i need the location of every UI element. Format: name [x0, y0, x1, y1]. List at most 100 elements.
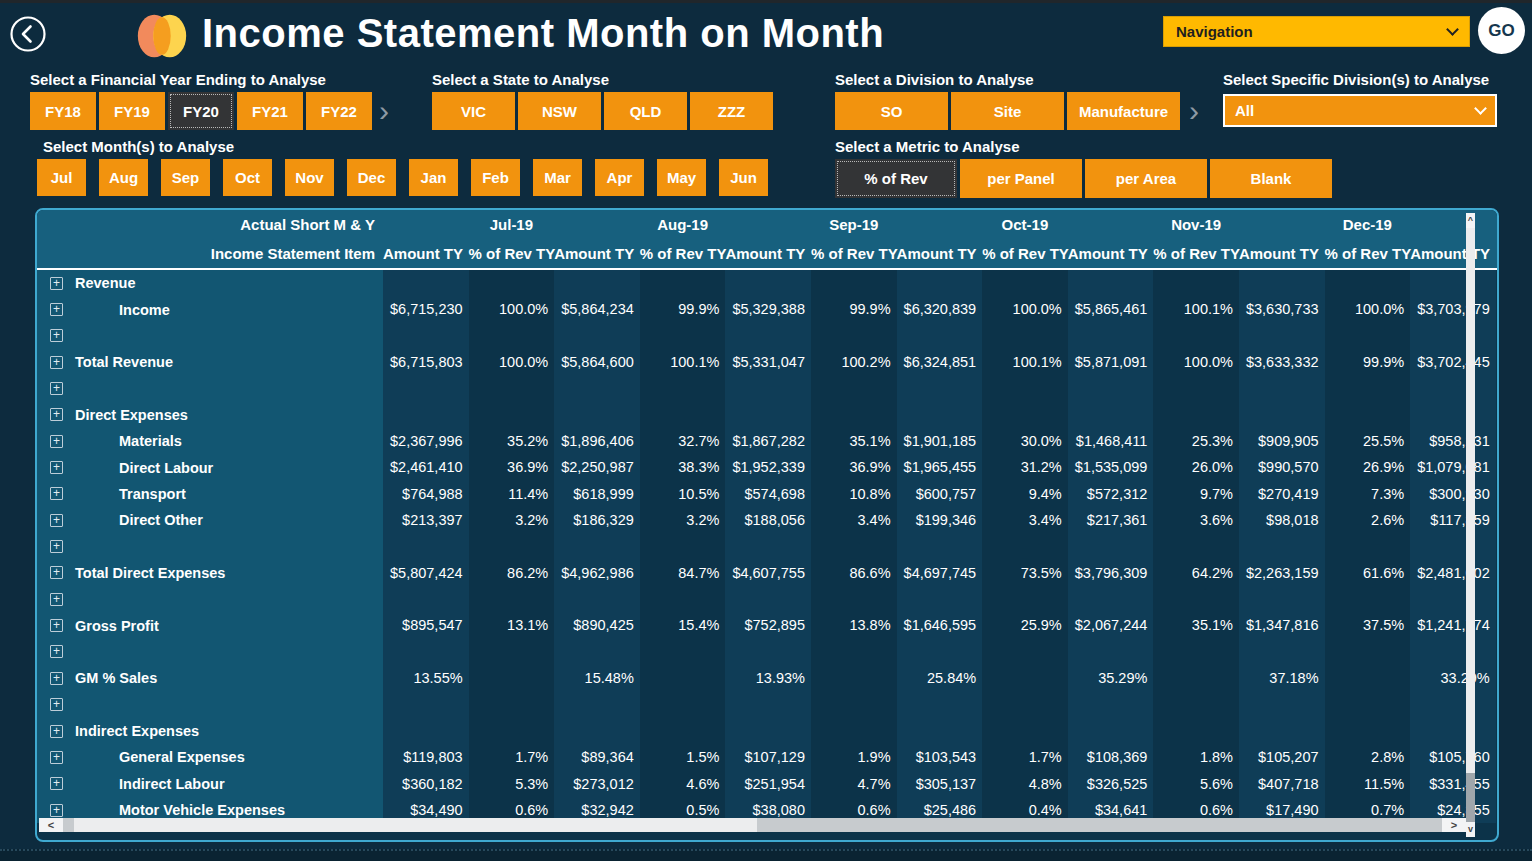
cell-amount[interactable] [383, 639, 469, 665]
cell-percent[interactable] [469, 639, 555, 665]
cell-percent[interactable]: 99.9% [1325, 349, 1411, 375]
cell-amount[interactable]: $186,329 [554, 507, 640, 533]
cell-percent[interactable]: 100.0% [1325, 296, 1411, 322]
cell-amount[interactable]: $119,803 [383, 744, 469, 770]
cell-amount[interactable] [554, 375, 640, 401]
cell-percent[interactable]: 73.5% [982, 560, 1068, 586]
cell-percent[interactable]: 3.6% [1153, 507, 1239, 533]
cell-percent[interactable] [469, 375, 555, 401]
cell-percent[interactable] [1153, 586, 1239, 612]
cell-percent[interactable]: 30.0% [982, 428, 1068, 454]
cell-amount[interactable]: $3,796,309 [1068, 560, 1154, 586]
cell-amount[interactable]: $574,698 [725, 481, 811, 507]
cell-amount[interactable] [554, 402, 640, 428]
cell-percent[interactable]: 11.5% [1325, 771, 1411, 797]
cell-amount[interactable]: $5,871,091 [1068, 349, 1154, 375]
scroll-right-icon[interactable]: > [1442, 818, 1466, 832]
state-button-qld[interactable]: QLD [604, 92, 687, 130]
row-header-cell[interactable]: +Total Direct Expenses [37, 560, 383, 586]
cell-percent[interactable]: 100.0% [469, 296, 555, 322]
cell-percent[interactable] [1325, 323, 1411, 349]
cell-amount[interactable]: 13.55% [383, 665, 469, 691]
cell-amount[interactable]: $199,346 [897, 507, 983, 533]
cell-amount[interactable] [1068, 718, 1154, 744]
cell-percent[interactable] [1325, 692, 1411, 718]
cell-percent[interactable] [1153, 665, 1239, 691]
month-button-sep[interactable]: Sep [161, 159, 210, 196]
cell-amount[interactable]: $5,807,424 [383, 560, 469, 586]
cell-amount[interactable]: $1,646,595 [897, 612, 983, 638]
cell-amount[interactable]: $1,347,816 [1239, 612, 1325, 638]
state-button-zzz[interactable]: ZZZ [690, 92, 773, 130]
cell-percent[interactable]: 7.3% [1325, 481, 1411, 507]
cell-percent[interactable]: 32.7% [640, 428, 726, 454]
vertical-scrollbar[interactable]: ^ v [1466, 213, 1475, 837]
cell-percent[interactable]: 3.2% [640, 507, 726, 533]
cell-percent[interactable] [982, 718, 1068, 744]
go-button[interactable]: GO [1478, 7, 1525, 54]
cell-amount[interactable]: $2,461,410 [383, 454, 469, 480]
cell-percent[interactable]: 100.1% [1153, 296, 1239, 322]
month-button-jan[interactable]: Jan [409, 159, 458, 196]
cell-percent[interactable] [1153, 323, 1239, 349]
row-header-cell[interactable]: + [37, 323, 383, 349]
cell-percent[interactable] [811, 402, 897, 428]
cell-percent[interactable] [640, 665, 726, 691]
cell-amount[interactable]: $2,481,002 [1410, 560, 1496, 586]
cell-percent[interactable] [469, 692, 555, 718]
cell-percent[interactable] [640, 375, 726, 401]
cell-percent[interactable]: 35.1% [811, 428, 897, 454]
cell-amount[interactable] [1239, 402, 1325, 428]
cell-percent[interactable] [811, 639, 897, 665]
row-header-cell[interactable]: +Direct Other [37, 507, 383, 533]
cell-amount[interactable] [1410, 375, 1496, 401]
expand-icon[interactable]: + [50, 725, 63, 738]
cell-amount[interactable]: $270,419 [1239, 481, 1325, 507]
fy-button-fy18[interactable]: FY18 [30, 92, 96, 130]
cell-amount[interactable]: $108,369 [1068, 744, 1154, 770]
cell-percent[interactable] [811, 586, 897, 612]
cell-amount[interactable] [1068, 375, 1154, 401]
expand-icon[interactable]: + [50, 593, 63, 606]
cell-percent[interactable]: 99.9% [811, 296, 897, 322]
cell-percent[interactable]: 11.4% [469, 481, 555, 507]
cell-amount[interactable] [897, 586, 983, 612]
cell-percent[interactable] [640, 718, 726, 744]
cell-amount[interactable]: $331,455 [1410, 771, 1496, 797]
expand-icon[interactable]: + [50, 435, 63, 448]
cell-percent[interactable] [982, 323, 1068, 349]
slicer-scroll-right-icon[interactable]: › [379, 96, 389, 126]
fy-button-fy21[interactable]: FY21 [237, 92, 303, 130]
row-header-cell[interactable]: +Revenue [37, 270, 383, 296]
cell-amount[interactable] [725, 270, 811, 296]
cell-amount[interactable]: $407,718 [1239, 771, 1325, 797]
cell-amount[interactable] [554, 270, 640, 296]
slicer-scroll-right-icon[interactable]: › [1189, 96, 1199, 126]
cell-percent[interactable]: 35.2% [469, 428, 555, 454]
cell-percent[interactable] [811, 665, 897, 691]
cell-percent[interactable] [982, 402, 1068, 428]
cell-amount[interactable] [554, 692, 640, 718]
cell-percent[interactable] [982, 639, 1068, 665]
cell-amount[interactable]: 13.93% [725, 665, 811, 691]
cell-percent[interactable] [640, 586, 726, 612]
fy-button-fy20[interactable]: FY20 [168, 92, 234, 130]
row-header-cell[interactable]: +Indirect Labour [37, 771, 383, 797]
cell-percent[interactable] [1325, 586, 1411, 612]
cell-percent[interactable] [469, 718, 555, 744]
cell-percent[interactable] [1153, 402, 1239, 428]
cell-amount[interactable] [1239, 323, 1325, 349]
cell-percent[interactable] [1325, 718, 1411, 744]
cell-amount[interactable] [554, 323, 640, 349]
cell-amount[interactable] [725, 586, 811, 612]
cell-amount[interactable] [1410, 586, 1496, 612]
scroll-up-icon[interactable]: ^ [1466, 213, 1475, 228]
expand-icon[interactable]: + [50, 566, 63, 579]
specific-division-dropdown[interactable]: All [1223, 94, 1497, 127]
month-button-dec[interactable]: Dec [347, 159, 396, 196]
cell-amount[interactable] [1239, 533, 1325, 559]
cell-percent[interactable] [982, 586, 1068, 612]
cell-amount[interactable] [897, 533, 983, 559]
cell-percent[interactable] [1153, 692, 1239, 718]
month-button-apr[interactable]: Apr [595, 159, 644, 196]
